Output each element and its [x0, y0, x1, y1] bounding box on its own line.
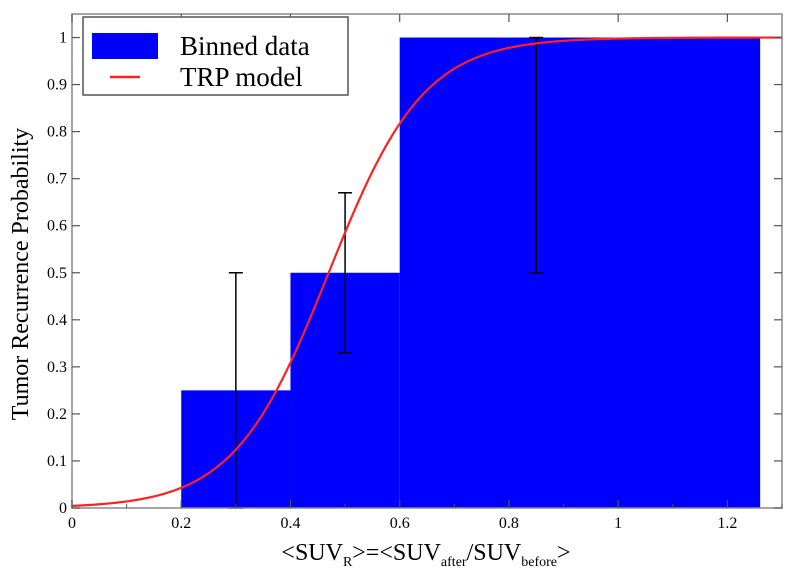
- x-tick-label: 1.2: [717, 515, 737, 532]
- x-tick-label: 0.6: [390, 515, 410, 532]
- legend-label-trp-model: TRP model: [180, 62, 303, 92]
- y-tick-label: 0.1: [47, 453, 67, 470]
- plot-frame: [71, 13, 783, 509]
- axes-layer: [71, 13, 783, 509]
- error-bars-layer: [228, 36, 544, 509]
- error-bar-3: [529, 36, 544, 274]
- y-tick-label: 0.5: [47, 265, 67, 282]
- y-tick-label: 0.4: [47, 312, 67, 329]
- y-tick-label: 0.3: [47, 359, 67, 376]
- error-bar-2: [338, 192, 353, 354]
- bars-layer: [181, 37, 761, 509]
- y-tick-label: 1: [59, 30, 67, 47]
- trp-model-curve: [71, 36, 782, 507]
- x-tick-label: 0: [68, 515, 76, 532]
- y-tick-label: 0.6: [47, 218, 67, 235]
- y-tick-label: 0.7: [47, 171, 67, 188]
- x-tick-label: 1: [614, 515, 622, 532]
- y-tick-label: 0: [59, 500, 67, 517]
- y-tick-label: 0.8: [47, 124, 67, 141]
- x-tick-label: 0.4: [280, 515, 300, 532]
- bar-bin-3: [399, 37, 761, 509]
- y-axis-label: Tumor Recurrence Probability: [8, 128, 34, 420]
- y-tick-label: 0.2: [47, 406, 67, 423]
- y-tick-label: 0.9: [47, 77, 67, 94]
- legend-swatch-binned-data: [92, 33, 158, 59]
- x-axis-label: <SUVR>=<SUVafter/SUVbefore>: [281, 540, 570, 570]
- legend-label-binned-data: Binned data: [180, 31, 310, 61]
- model-curve-layer: [71, 36, 782, 507]
- ticks-layer: 0 0.2 0.4 0.6 0.8 1 1.2 0 0.1 0.2 0.3 0.4 0.5 0.6 0.7 0…: [47, 14, 783, 532]
- x-tick-label: 0.2: [171, 515, 191, 532]
- legend: Binned data TRP model: [82, 16, 349, 96]
- x-tick-label: 0.8: [499, 515, 519, 532]
